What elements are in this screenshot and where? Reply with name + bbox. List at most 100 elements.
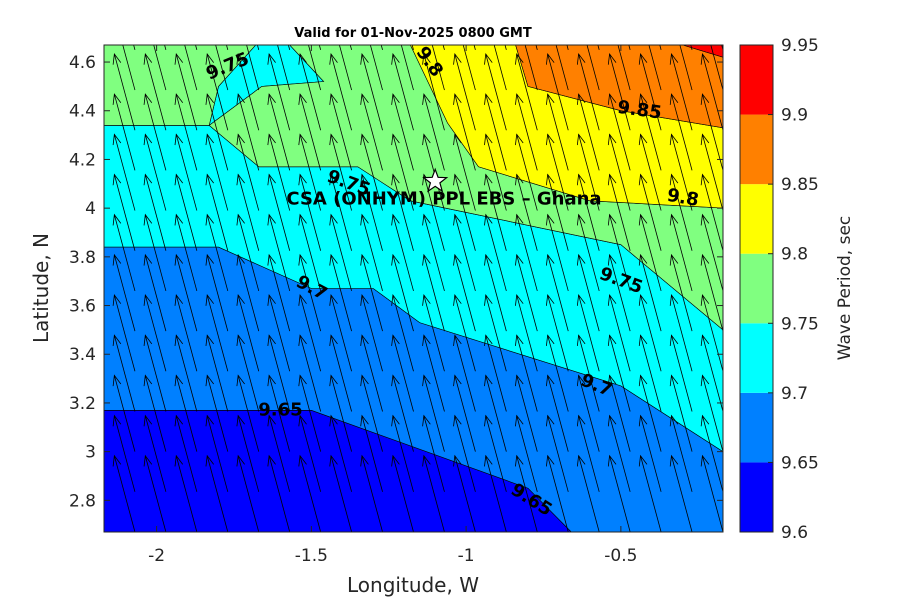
site-label: CSA (ONHYM) PPL EBS – Ghana [286, 188, 601, 209]
wave-arrow [638, 173, 662, 251]
wave-arrow [638, 213, 662, 292]
colorbar-swatch [740, 45, 773, 115]
wave-arrow [679, 45, 693, 91]
wave-arrow [422, 414, 445, 492]
wave-arrow [690, 45, 693, 50]
wave-arrow [205, 334, 229, 412]
wave-arrow [484, 173, 507, 251]
wave-arrow [422, 93, 445, 171]
wave-arrow [515, 93, 538, 171]
wave-arrow [298, 454, 322, 532]
colorbar-tick-label: 9.65 [781, 453, 819, 473]
wave-arrow [360, 93, 383, 171]
wave-arrow [607, 133, 631, 211]
wave-arrow [607, 334, 631, 412]
wave-arrow [267, 173, 291, 251]
wave-arrow [360, 52, 383, 131]
wave-arrow [143, 253, 167, 332]
wave-arrow [174, 213, 198, 292]
wave-arrow [453, 414, 476, 492]
wave-arrow [484, 334, 507, 412]
wave-arrow [484, 93, 507, 171]
wave-arrow [153, 45, 167, 91]
wave-arrow [524, 45, 538, 91]
y-tick-label: 4 [85, 199, 96, 219]
y-axis-label: Latitude, N [29, 233, 53, 343]
wave-arrow [308, 45, 322, 91]
colorbar-frame [739, 44, 774, 533]
wave-arrow [515, 213, 538, 292]
wave-arrow [236, 52, 260, 131]
wave-arrow [174, 93, 198, 171]
wave-arrow [112, 133, 136, 211]
wave-arrow [453, 454, 476, 532]
contour-label: 9.65 [258, 399, 302, 420]
wave-arrow [205, 454, 229, 532]
wave-arrow [576, 294, 600, 372]
wave-arrow [143, 334, 167, 412]
wave-arrow [484, 52, 507, 131]
wave-arrow [515, 133, 538, 211]
wave-arrow [329, 52, 352, 131]
plot-area: 9.75 9.89.759.859.89.759.79.79.659.65 [104, 45, 723, 532]
wave-arrow [236, 374, 260, 452]
wave-arrow [638, 253, 662, 332]
wave-arrow [721, 45, 723, 50]
colorbar-swatch [740, 253, 773, 324]
y-tick-label: 3.2 [69, 394, 96, 414]
wave-arrow [360, 133, 383, 211]
contour-band-9.75-4 [104, 45, 257, 126]
wave-arrow [669, 253, 693, 332]
wave-arrow [535, 45, 538, 50]
wave-arrow [669, 334, 693, 412]
wave-arrow [236, 414, 260, 492]
wave-arrow [576, 93, 600, 171]
wave-arrow [515, 173, 538, 251]
wave-arrow [112, 173, 136, 251]
wave-arrow [607, 213, 631, 292]
wave-arrow [484, 133, 507, 211]
wave-arrow [576, 133, 600, 211]
wave-arrow [586, 45, 600, 91]
wave-arrow [566, 45, 569, 50]
wave-arrow [576, 173, 600, 251]
wave-arrow [112, 294, 136, 372]
wave-arrow [267, 253, 291, 332]
wave-arrow [422, 52, 445, 131]
wave-arrow [700, 334, 723, 412]
wave-arrow [546, 294, 569, 372]
wave-arrow [298, 173, 322, 251]
wave-arrow [576, 253, 600, 332]
wave-arrow [143, 93, 167, 171]
wave-arrow [597, 45, 600, 50]
wave-arrow [277, 45, 291, 91]
wave-arrow [607, 414, 631, 492]
wave-arrow [638, 52, 662, 131]
wave-arrow [484, 414, 507, 492]
wave-arrow [546, 414, 569, 492]
wave-arrow [484, 213, 507, 292]
wave-arrow [546, 374, 569, 452]
colorbar-label: Wave Period, sec [835, 216, 855, 361]
x-tick-label: -1 [458, 546, 475, 566]
wave-arrow [576, 213, 600, 292]
wave-arrow [267, 414, 291, 492]
wave-arrow [669, 213, 693, 292]
wave-arrow [143, 454, 167, 532]
colorbar-tick-label: 9.6 [781, 523, 808, 543]
wave-arrow [628, 45, 631, 50]
wave-arrow [700, 454, 723, 532]
colorbar-tick-label: 9.75 [781, 314, 819, 334]
x-tick-label: -0.5 [604, 546, 637, 566]
wave-arrow [391, 294, 414, 372]
wave-arrow [391, 454, 414, 532]
wave-arrow [515, 454, 538, 532]
wave-arrow [617, 45, 631, 91]
wave-arrow [380, 45, 383, 50]
wave-arrow [143, 133, 167, 211]
wave-arrow [287, 45, 291, 50]
wave-arrow [700, 294, 723, 372]
wave-arrow [700, 253, 723, 332]
wave-arrow [133, 45, 136, 50]
